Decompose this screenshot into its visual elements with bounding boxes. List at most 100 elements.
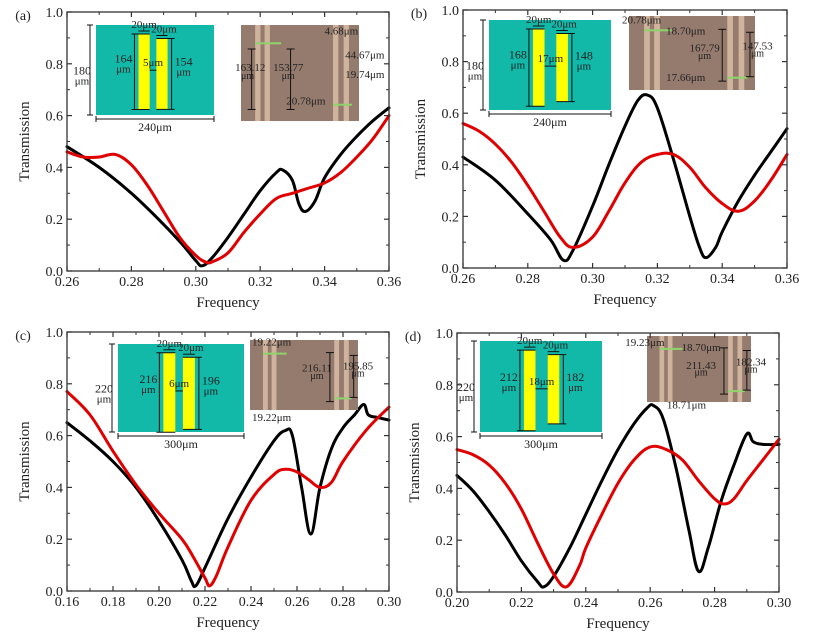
y-axis-label: Transmission — [407, 422, 423, 503]
right-bar-width-label: 20μm — [543, 340, 569, 352]
right-bar-length-unit: μm — [577, 60, 592, 72]
measurement-marker — [644, 29, 672, 32]
micrograph-dimension-label: μm — [751, 49, 764, 60]
resonator-strip — [255, 25, 261, 121]
micrograph-dimension-label: μm — [241, 71, 254, 82]
left-bar-length-unit: μm — [511, 59, 526, 71]
micrograph-dimension-label: 216.11 — [302, 363, 332, 375]
right-bar-width-label: 20μm — [178, 342, 204, 354]
micrograph-dimension-label: 195.85 — [343, 360, 374, 372]
left-bar-width-label: 20μm — [526, 14, 552, 26]
x-tick-label: 0.24 — [574, 596, 599, 611]
x-tick-label: 0.26 — [285, 595, 310, 610]
red-curve — [65, 390, 391, 588]
micrograph-dimension-label: μm — [744, 364, 757, 375]
y-tick-label: 0.2 — [436, 534, 454, 549]
measurement-marker — [262, 352, 287, 355]
y-tick-label: 0.4 — [46, 161, 64, 176]
measurement-marker — [255, 42, 282, 45]
black-curve — [455, 403, 781, 589]
x-tick-label: 0.20 — [445, 596, 470, 611]
gap-label: 5μm — [143, 57, 163, 69]
measurement-marker — [333, 103, 352, 106]
x-tick-label: 0.26 — [55, 275, 80, 290]
right-resonator-bar — [156, 38, 168, 110]
y-tick-label: 1.0 — [436, 327, 454, 342]
series-group — [455, 403, 781, 589]
series-group — [65, 390, 391, 589]
resonator-strip — [271, 340, 277, 410]
micrograph-inset: 163.12μm153.77μm4.68μm44.67μm19.74μm20.7… — [235, 25, 385, 121]
y-tick-label: 0.2 — [46, 533, 64, 548]
left-bar-width-label: 20μm — [517, 335, 543, 347]
x-tick-label: 0.26 — [451, 272, 476, 287]
cell-height-unit: μm — [459, 392, 474, 404]
x-tick-label: 0.28 — [702, 596, 727, 611]
black-curve — [65, 106, 391, 268]
gap-label: 6μm — [169, 378, 189, 390]
resonator-strip — [667, 336, 673, 402]
micrograph-dimension-label: 19.22μm — [252, 412, 292, 424]
right-bar-width-label: 20μm — [151, 24, 177, 36]
x-tick-label: 0.16 — [55, 595, 80, 610]
x-axis-label: Frequency — [593, 292, 657, 308]
panel-label: (a) — [15, 9, 31, 24]
y-tick-label: 0.0 — [436, 586, 454, 601]
micrograph-dimension-label: 19.74μm — [345, 69, 385, 81]
x-tick-label: 0.30 — [767, 596, 792, 611]
red-curve — [65, 114, 391, 265]
cell-height-label: 180 — [466, 59, 484, 73]
cell-width-label: 300μm — [164, 437, 198, 451]
black-curve — [65, 403, 391, 589]
panel-label: (b) — [411, 7, 428, 22]
y-tick-label: 0.2 — [46, 213, 64, 228]
y-tick-label: 1.0 — [442, 4, 460, 19]
y-tick-label: 1.0 — [46, 326, 64, 341]
left-bar-length-unit: μm — [141, 384, 156, 396]
left-bar-length-unit: μm — [116, 64, 131, 76]
left-bar-length-label: 212 — [500, 370, 518, 384]
design-substrate — [118, 344, 244, 432]
right-resonator-bar — [547, 354, 560, 424]
panel-label: (d) — [405, 330, 422, 345]
x-axis-label: Frequency — [586, 616, 650, 632]
measurement-marker — [334, 397, 352, 400]
left-bar-width-label: 20μm — [157, 338, 183, 350]
gap-label: 17μm — [538, 53, 564, 65]
x-tick-label: 0.28 — [331, 595, 356, 610]
measurement-marker — [727, 76, 748, 79]
resonator-strip — [262, 340, 268, 410]
cell-height-unit: μm — [468, 71, 483, 83]
gap-label: 18μm — [529, 376, 555, 388]
x-tick-label: 0.30 — [377, 595, 402, 610]
right-bar-width-label: 20μm — [551, 19, 577, 31]
resonator-strip — [264, 25, 270, 121]
x-tick-label: 0.32 — [248, 275, 273, 290]
y-axis-label: Transmission — [17, 421, 33, 502]
micrograph-dimension-label: 18.70μm — [666, 26, 706, 38]
cell-height-label: 180 — [73, 64, 91, 78]
resonator-strip — [654, 16, 660, 90]
cell-width-label: 240μm — [533, 115, 567, 129]
resonator-strip — [737, 336, 743, 402]
y-tick-label: 0.6 — [46, 430, 64, 445]
design-substrate — [480, 341, 602, 432]
micrograph-dimension-label: 163.12 — [235, 62, 265, 74]
series-group — [461, 93, 789, 263]
x-tick-label: 0.36 — [775, 272, 800, 287]
y-tick-label: 0.2 — [442, 210, 460, 225]
micrograph-dimension-label: 211.43 — [686, 360, 716, 372]
left-resonator-bar — [138, 34, 150, 110]
y-tick-label: 0.6 — [436, 431, 454, 446]
y-axis-label: Transmission — [413, 98, 429, 179]
x-tick-label: 0.22 — [509, 596, 534, 611]
axes: 0.16 0.18 0.20 0.22 0.24 0.26 0.28 0.30 0.0 0.2 0.… — [15, 326, 401, 631]
right-bar-length-unit: μm — [176, 66, 191, 78]
